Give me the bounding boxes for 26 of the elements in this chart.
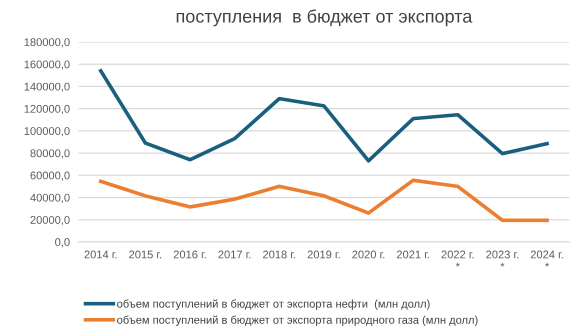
x-tick-label: 2017 г. bbox=[218, 250, 250, 258]
y-tick-label: 100000,0 bbox=[24, 127, 70, 136]
y-tick-label: 160000,0 bbox=[24, 60, 70, 70]
y-tick-label: 180000,0 bbox=[24, 38, 70, 48]
x-tick-label: 2019 г. bbox=[308, 250, 340, 258]
y-tick-label: 140000,0 bbox=[24, 82, 70, 92]
y-tick-label: 120000,0 bbox=[24, 104, 70, 114]
y-tick-label: 80000,0 bbox=[30, 149, 70, 159]
x-tick-label: 2014 г. bbox=[84, 250, 117, 258]
legend-label: объем поступлений в бюджет от экспорта нефти (млн долл) bbox=[117, 299, 430, 310]
chart-title: поступления в бюджет от экспорта bbox=[176, 9, 472, 26]
y-tick-label: 0,0 bbox=[55, 238, 70, 248]
x-tick-label: 2015 г. bbox=[129, 250, 162, 258]
x-tick-label: 2016 г. bbox=[174, 250, 206, 258]
y-tick-label: 60000,0 bbox=[30, 172, 70, 181]
y-tick-label: 40000,0 bbox=[30, 194, 70, 203]
y-tick-label: 20000,0 bbox=[30, 216, 70, 226]
x-tick-label: 2018 г. bbox=[263, 250, 296, 258]
x-tick-label: 2024 г. * bbox=[530, 250, 563, 267]
x-tick-label: 2022 г. * bbox=[442, 250, 474, 267]
x-tick-label: 2023 г. * bbox=[486, 250, 518, 267]
x-tick-label: 2020 г. bbox=[352, 250, 384, 258]
line-series bbox=[98, 178, 549, 222]
line-series bbox=[98, 69, 549, 163]
x-tick-label: 2021 г. bbox=[396, 250, 429, 258]
legend-label: объем поступлений в бюджет от экспорта природного газа (млн долл) bbox=[117, 315, 478, 326]
